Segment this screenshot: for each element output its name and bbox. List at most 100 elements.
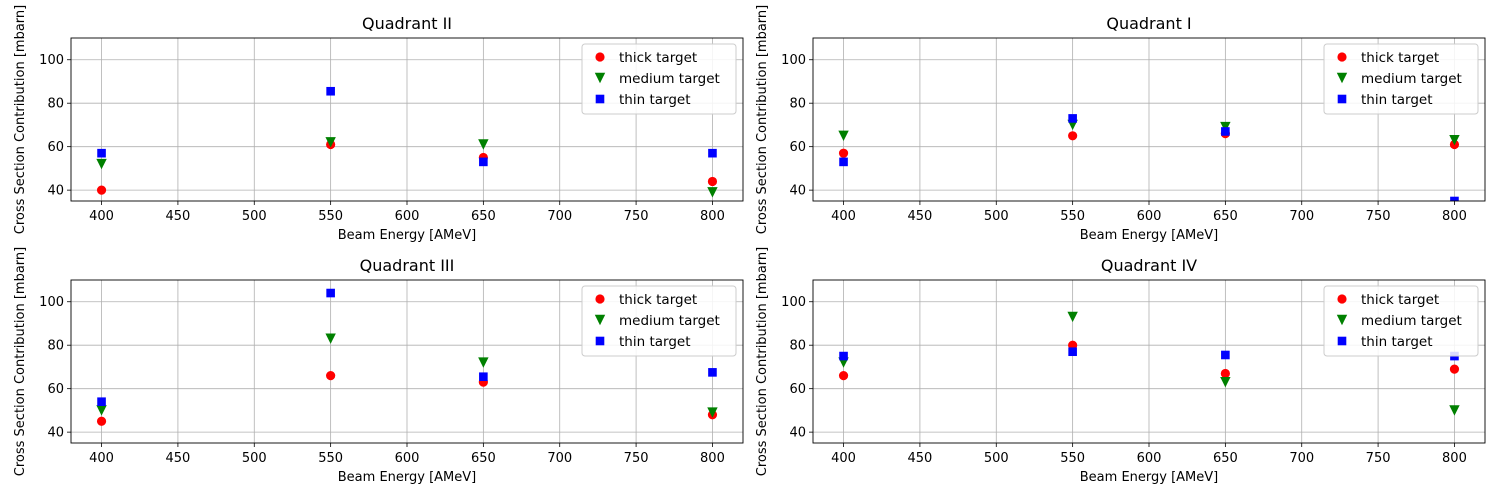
data-point	[326, 288, 335, 298]
x-tick-label: 650	[471, 451, 496, 466]
x-tick-label: 800	[1442, 451, 1467, 466]
x-tick-label: 600	[395, 209, 420, 224]
legend-marker	[595, 52, 605, 62]
axes-frame	[812, 279, 1486, 444]
y-tick-label: 60	[47, 140, 64, 155]
data-point	[96, 405, 107, 416]
legend-label: thin target	[619, 334, 691, 350]
data-point	[97, 397, 106, 407]
chart-title: Quadrant IV	[1101, 256, 1197, 275]
x-tick-label: 400	[831, 209, 856, 224]
x-tick-label: 600	[1137, 451, 1162, 466]
data-point	[96, 158, 107, 170]
x-tick-label: 500	[984, 451, 1009, 466]
data-point	[838, 371, 849, 381]
x-tick-label: 500	[242, 209, 267, 224]
y-tick-label: 80	[789, 339, 806, 354]
x-tick-label: 650	[1213, 451, 1238, 466]
x-tick-label: 450	[165, 451, 190, 466]
legend-label: medium target	[1361, 71, 1462, 87]
y-tick-label: 80	[47, 97, 64, 112]
x-tick-label: 500	[242, 451, 267, 466]
y-tick-label: 100	[781, 295, 806, 310]
data-point	[1221, 127, 1230, 136]
chart-title: Quadrant III	[360, 256, 455, 275]
data-point	[1450, 196, 1459, 201]
x-tick-label: 450	[165, 209, 190, 224]
x-tick-label: 500	[984, 209, 1009, 224]
data-point	[1449, 405, 1460, 416]
chart-title: Quadrant II	[362, 14, 452, 33]
y-axis-label: Cross Section Contribution [mbarn]	[755, 5, 770, 234]
legend-label: medium target	[619, 313, 720, 329]
x-tick-label: 600	[395, 451, 420, 466]
data-point	[97, 148, 106, 158]
x-tick-label: 600	[1137, 209, 1162, 224]
x-tick-label: 650	[471, 209, 496, 224]
legend-label: thin target	[1361, 92, 1433, 108]
data-point	[838, 148, 849, 158]
x-tick-label: 550	[1060, 209, 1085, 224]
y-tick-label: 60	[789, 382, 806, 397]
y-tick-label: 60	[47, 382, 64, 397]
data-point	[479, 372, 488, 382]
x-tick-label: 400	[89, 451, 114, 466]
legend-marker	[1337, 52, 1347, 62]
legend-marker	[595, 294, 605, 304]
data-point	[1449, 134, 1460, 146]
data-point	[478, 357, 489, 368]
x-tick-label: 700	[547, 209, 572, 224]
x-tick-label: 550	[318, 209, 343, 224]
data-point	[1220, 121, 1231, 133]
chart-panel: 400 450 500 550 600 650 700 750 800 40 60 80 100 Quad…	[13, 5, 744, 243]
data-point	[707, 187, 718, 198]
legend-label: thin target	[619, 92, 691, 108]
chart-panel: 400 450 500 550 600 650 700 750 800 40 60 80 100 Quad…	[13, 247, 744, 485]
x-tick-label: 700	[1289, 209, 1314, 224]
data-point	[1220, 376, 1231, 388]
data-point	[326, 86, 335, 96]
data-point	[478, 139, 489, 150]
legend-label: thick target	[1361, 50, 1439, 66]
x-tick-label: 750	[624, 209, 649, 224]
legend-label: thick target	[619, 50, 697, 66]
data-point	[479, 157, 488, 167]
legend: thick target medium target thin target	[1323, 43, 1479, 115]
axes-frame	[812, 37, 1486, 202]
y-tick-label: 100	[39, 295, 64, 310]
data-point	[1221, 350, 1230, 360]
legend-label: thin target	[1361, 334, 1433, 350]
legend-box	[581, 43, 737, 115]
data-points	[96, 86, 718, 198]
chart-panel: 400 450 500 550 600 650 700 750 800 40 60 80 100 Quad…	[755, 247, 1486, 485]
x-tick-label: 550	[318, 451, 343, 466]
x-tick-label: 400	[831, 451, 856, 466]
data-points	[838, 114, 1460, 201]
chart-title: Quadrant I	[1106, 14, 1191, 33]
data-point	[96, 416, 107, 426]
legend-marker	[1336, 314, 1348, 326]
data-point	[326, 371, 336, 381]
legend-label: medium target	[619, 71, 720, 87]
legend-marker	[1337, 94, 1347, 104]
legend-box	[1323, 43, 1479, 115]
x-axis-label: Beam Energy [AMeV]	[1080, 470, 1218, 485]
data-point	[1068, 114, 1077, 123]
y-tick-label: 40	[47, 426, 64, 441]
data-point	[1449, 364, 1460, 374]
x-axis-label: Beam Energy [AMeV]	[338, 228, 476, 243]
legend-marker	[594, 314, 606, 326]
data-points	[96, 288, 718, 426]
data-point	[1220, 368, 1230, 379]
axes-frame	[70, 37, 744, 202]
legend-box	[1323, 285, 1479, 357]
legend-marker	[595, 94, 605, 104]
x-tick-label: 750	[624, 451, 649, 466]
x-tick-label: 750	[1366, 209, 1391, 224]
x-tick-label: 450	[907, 451, 932, 466]
legend-label: thick target	[619, 292, 697, 308]
legend-marker	[1337, 294, 1347, 304]
x-tick-label: 700	[1289, 451, 1314, 466]
data-point	[707, 407, 718, 418]
y-tick-label: 100	[781, 53, 806, 68]
